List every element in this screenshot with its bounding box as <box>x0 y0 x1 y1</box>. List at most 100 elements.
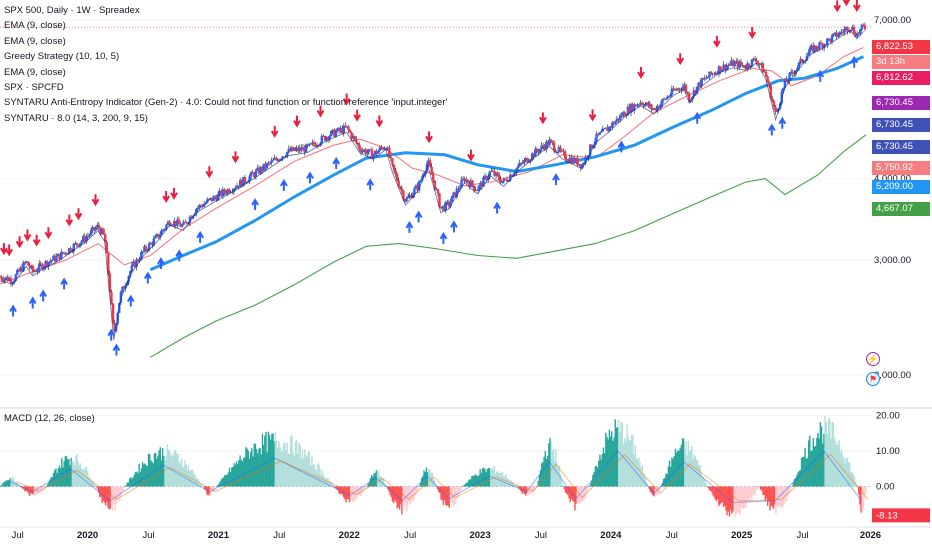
macd-bar <box>37 486 39 494</box>
macd-bar <box>330 481 332 487</box>
price-badge[interactable]: 5,209.00 <box>872 180 930 194</box>
price-badge[interactable]: 6,812.62 <box>872 71 930 85</box>
macd-bar <box>753 486 755 496</box>
macd-bar <box>373 473 375 487</box>
buy-arrow-icon <box>9 304 17 317</box>
legend-syntaru-anti-entropy[interactable]: SYNTARU Anti-Entropy Indicator (Gen-2) ·… <box>4 97 448 109</box>
macd-bar <box>154 452 157 487</box>
price-badge[interactable]: 6,730.45 <box>872 118 930 132</box>
macd-bar <box>674 448 677 487</box>
macd-bar <box>810 451 812 487</box>
macd-bar <box>720 486 722 504</box>
candle-body <box>664 98 667 100</box>
candle-body <box>281 156 284 159</box>
macd-bar <box>601 453 604 487</box>
price-badge[interactable]: 4,667.07 <box>872 202 930 216</box>
candle-body <box>235 185 239 188</box>
sell-arrow-icon <box>0 243 8 256</box>
macd-bar <box>72 461 75 487</box>
sell-arrow-icon <box>162 191 170 204</box>
macd-bar <box>686 455 688 487</box>
legend-greedy-strategy[interactable]: Greedy Strategy (10, 10, 5) <box>4 51 120 63</box>
macd-bar <box>530 486 533 494</box>
candle-body <box>794 70 798 74</box>
macd-bar <box>792 482 795 487</box>
candle-body <box>835 32 838 37</box>
y-tick-label: 7,000.00 <box>874 15 911 26</box>
macd-bar <box>33 486 36 497</box>
macd-bar <box>385 484 387 487</box>
macd-bar <box>364 486 366 489</box>
candle-body <box>574 158 578 163</box>
macd-bar <box>811 450 813 487</box>
buy-arrow-icon <box>767 123 776 136</box>
price-badge[interactable]: 6,822.53 <box>872 40 930 54</box>
macd-bar <box>441 486 443 501</box>
macd-bar <box>668 460 671 487</box>
candle-body <box>815 45 818 49</box>
macd-bar <box>837 444 839 487</box>
price-badge[interactable]: 3d 13h <box>872 55 930 69</box>
legend-syntaru-8[interactable]: SYNTARU · 8.0 (14, 3, 200, 9, 15) <box>4 112 148 124</box>
macd-bar <box>442 486 445 506</box>
candle-body <box>160 230 163 235</box>
chart-title[interactable]: SPX 500, Daily · 1W · Spreadex <box>4 5 140 16</box>
candle-body <box>628 106 631 113</box>
price-badge[interactable]: 6,730.45 <box>872 140 930 154</box>
macd-bar <box>115 486 117 504</box>
macd-legend[interactable]: MACD (12, 26, close) <box>4 413 95 424</box>
candle-body <box>286 151 289 157</box>
price-badge[interactable]: 6,730.45 <box>872 96 930 110</box>
y-tick-label: 3,000.00 <box>874 255 911 266</box>
x-tick-label: 2023 <box>469 530 490 541</box>
candle-body <box>77 245 80 247</box>
macd-bar <box>164 460 166 487</box>
candle-body <box>344 125 347 128</box>
macd-bar <box>653 486 655 497</box>
macd-bar <box>189 470 191 487</box>
candle-body <box>482 177 485 187</box>
macd-bar <box>56 473 58 487</box>
candle-body <box>63 252 66 254</box>
macd-bar <box>510 479 512 487</box>
macd-bar <box>611 431 613 487</box>
macd-bar <box>707 486 709 489</box>
macd-bar <box>436 486 439 490</box>
candle-body <box>217 193 220 201</box>
macd-bar <box>374 472 376 487</box>
macd-bar <box>455 486 458 498</box>
macd-bar <box>29 486 31 496</box>
macd-bar <box>772 486 775 509</box>
sell-arrow-icon <box>852 0 861 12</box>
legend-ema-3[interactable]: EMA (9, close) <box>4 66 66 78</box>
price-badge[interactable]: 5,750.92 <box>872 161 930 175</box>
candle-body <box>654 108 658 111</box>
candle-body <box>595 133 598 142</box>
candle-body <box>55 256 58 262</box>
flag-icon[interactable]: ⚑ <box>866 372 880 386</box>
candle-body <box>483 175 487 178</box>
macd-bar <box>48 481 50 487</box>
macd-bar <box>95 486 97 487</box>
candle-body <box>215 197 218 201</box>
macd-bar <box>563 486 566 490</box>
legend-ema-2[interactable]: EMA (9, close) <box>4 35 66 47</box>
buy-arrow-icon <box>175 249 184 262</box>
macd-bar <box>422 476 424 487</box>
candle-body <box>640 102 644 105</box>
macd-bar <box>776 486 778 507</box>
candle-body <box>565 158 568 161</box>
candle-body <box>863 25 867 30</box>
candle-body <box>683 84 686 87</box>
macd-bar <box>121 486 123 492</box>
macd-bar <box>738 486 740 513</box>
legend-ema-1[interactable]: EMA (9, close) <box>4 20 66 32</box>
macd-bar <box>77 462 79 487</box>
lightning-icon[interactable]: ⚡ <box>866 352 880 366</box>
legend-spx-spcfd[interactable]: SPX · SPCFD <box>4 82 64 94</box>
buy-arrow-icon <box>112 343 121 356</box>
macd-bar <box>462 485 465 487</box>
macd-bar <box>826 434 829 487</box>
candle-body <box>829 38 832 42</box>
